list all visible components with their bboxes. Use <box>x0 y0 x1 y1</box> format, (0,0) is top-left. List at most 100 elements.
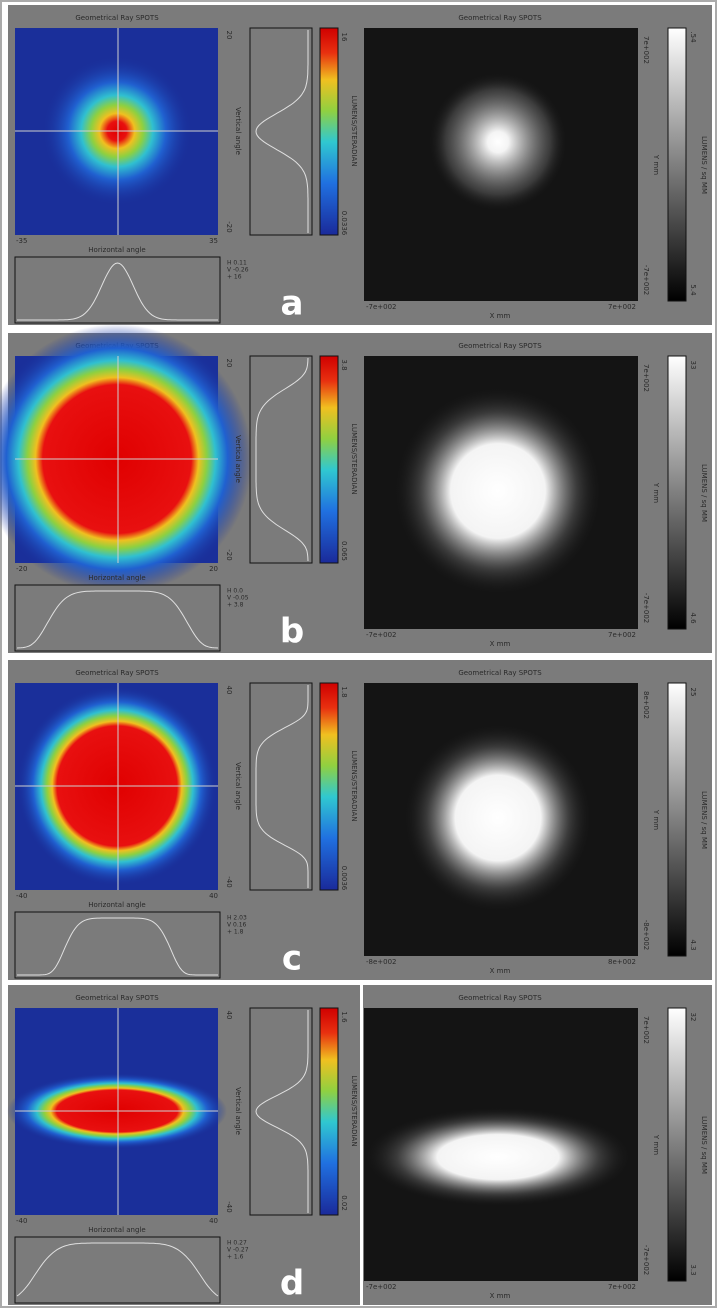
image-x-min: -7e+002 <box>366 303 397 311</box>
colorbar-max: 3.8 <box>340 359 348 370</box>
horizontal-profile-box <box>14 256 221 324</box>
vertical-profile-box <box>249 355 313 564</box>
x-max-label: 40 <box>209 892 218 900</box>
image-x-label: X mm <box>490 967 511 975</box>
y-min-label: -20 <box>225 221 233 232</box>
x-max-label: 40 <box>209 1217 218 1225</box>
y-max-label: 40 <box>225 686 233 695</box>
image-spot <box>363 1107 633 1207</box>
horizontal-profile <box>16 1242 219 1297</box>
image-x-label: X mm <box>490 312 511 320</box>
image-y-label: Y mm <box>652 482 660 503</box>
y-max-label: 20 <box>225 359 233 368</box>
legend-entry: H 0.11 <box>227 260 247 267</box>
gray-label: LUMENS / sq MM <box>700 791 708 849</box>
panel-letter: a <box>281 284 304 324</box>
legend-entry: + 1.8 <box>227 929 244 936</box>
panel-letter: c <box>282 939 302 979</box>
colorbar-min: 0.0036 <box>340 866 348 891</box>
vertical-angle-label: Vertical angle <box>234 762 242 810</box>
x-min-label: -35 <box>16 237 27 245</box>
colorbar-min: 0.02 <box>340 1195 348 1211</box>
x-max-label: 20 <box>209 565 218 573</box>
heatmap-title: Geometrical Ray SPOTS <box>75 994 159 1002</box>
x-max-label: 35 <box>209 237 218 245</box>
y-min-label: -40 <box>225 1201 233 1212</box>
legend-entry: V -0.05 <box>227 595 249 602</box>
gray-max: 32 <box>689 1013 697 1022</box>
image-y-min: -7e+002 <box>642 593 650 624</box>
panel: Geometrical Ray SPOTS -40 40 40 -40 Vertical … <box>8 660 712 980</box>
image-spot <box>403 723 593 913</box>
horizontal-profile <box>17 262 218 321</box>
image-y-max: 7e+002 <box>642 364 650 392</box>
gray-min: 3.3 <box>689 1264 697 1275</box>
colorbar-max: 1.6 <box>340 1011 348 1023</box>
legend-entry: + 16 <box>227 274 242 281</box>
horizontal-profile-box <box>14 911 221 979</box>
gray-label: LUMENS / sq MM <box>700 1116 708 1174</box>
horizontal-profile <box>17 917 218 976</box>
heatmap-title: Geometrical Ray SPOTS <box>75 669 159 677</box>
y-min-label: -40 <box>225 876 233 887</box>
image-separator <box>360 985 363 1305</box>
gray-max: .54 <box>689 31 697 43</box>
panel: Geometrical Ray SPOTS -40 40 40 -40 Vertical … <box>7 985 712 1305</box>
image-spot <box>428 72 568 212</box>
colorbar-max: 1.8 <box>340 686 348 697</box>
vertical-angle-label: Vertical angle <box>234 107 242 155</box>
y-max-label: 20 <box>225 31 233 40</box>
image-x-label: X mm <box>490 640 511 648</box>
colorbar-label: LUMENS/STERADIAN <box>350 750 358 821</box>
panel-letter: d <box>280 1264 304 1304</box>
gray-min: 5.4 <box>689 284 697 296</box>
legend-entry: + 3.8 <box>227 602 244 609</box>
gray-bar <box>667 355 687 630</box>
legend-entry: H 0.0 <box>227 588 243 595</box>
vertical-profile-box <box>249 682 313 891</box>
panel: Geometrical Ray SPOTS -35 35 20 -20 Vertical … <box>8 5 712 325</box>
colorbar-label: LUMENS/STERADIAN <box>350 95 358 166</box>
gray-max: 25 <box>689 688 697 697</box>
legend-entry: + 1.6 <box>227 1254 244 1261</box>
x-min-label: -20 <box>16 565 27 573</box>
vertical-profile <box>255 685 309 888</box>
legend-entry: H 0.27 <box>227 1240 247 1247</box>
image-title: Geometrical Ray SPOTS <box>458 342 542 350</box>
gray-label: LUMENS / sq MM <box>700 464 708 522</box>
colorbar-max: 16 <box>340 33 348 42</box>
vertical-profile-box <box>249 27 313 236</box>
panel-letter: b <box>280 612 304 652</box>
x-min-label: -40 <box>16 1217 27 1225</box>
image-title: Geometrical Ray SPOTS <box>458 14 542 22</box>
vertical-profile <box>255 30 309 233</box>
vertical-angle-label: Vertical angle <box>234 1087 242 1135</box>
horizontal-angle-label: Horizontal angle <box>88 901 145 909</box>
gray-min: 4.3 <box>689 939 697 950</box>
horizontal-profile-box <box>14 584 221 652</box>
gray-bar <box>667 1007 687 1282</box>
image-x-label: X mm <box>490 1292 511 1300</box>
colorbar-label: LUMENS/STERADIAN <box>350 1075 358 1146</box>
horizontal-angle-label: Horizontal angle <box>88 574 145 582</box>
colorbar-label: LUMENS/STERADIAN <box>350 423 358 494</box>
image-x-max: 7e+002 <box>608 631 636 639</box>
image-x-max: 7e+002 <box>608 303 636 311</box>
legend-entry: V -0.27 <box>227 1247 249 1254</box>
gray-min: 4.6 <box>689 612 697 624</box>
gray-bar <box>667 27 687 302</box>
image-y-label: Y mm <box>652 1134 660 1155</box>
legend-entry: H 2.03 <box>227 915 247 922</box>
horizontal-profile-box <box>14 1236 221 1304</box>
image-y-label: Y mm <box>652 809 660 830</box>
heatmap-title: Geometrical Ray SPOTS <box>75 14 159 22</box>
x-min-label: -40 <box>16 892 27 900</box>
image-spot <box>393 386 603 596</box>
image-title: Geometrical Ray SPOTS <box>458 669 542 677</box>
image-y-max: 7e+002 <box>642 36 650 64</box>
image-y-max: 8e+002 <box>642 691 650 719</box>
panel: Geometrical Ray SPOTS -20 20 20 -20 Vertical … <box>0 324 712 653</box>
image-title: Geometrical Ray SPOTS <box>458 994 542 1002</box>
horizontal-angle-label: Horizontal angle <box>88 246 145 254</box>
